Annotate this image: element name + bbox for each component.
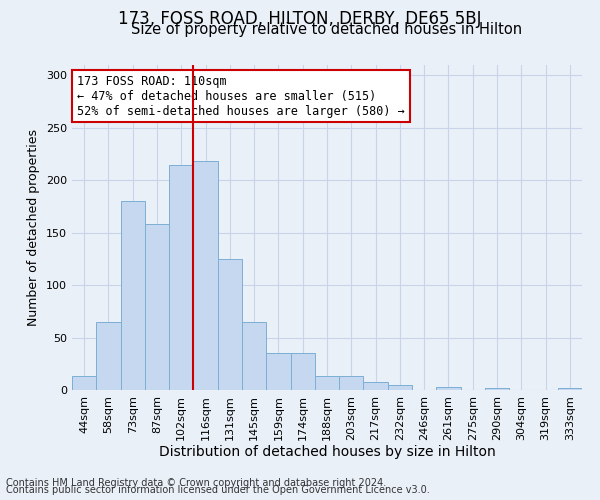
Bar <box>339 376 364 390</box>
Text: Contains public sector information licensed under the Open Government Licence v3: Contains public sector information licen… <box>6 485 430 495</box>
Bar <box>558 388 582 390</box>
Bar <box>388 385 412 390</box>
Y-axis label: Number of detached properties: Number of detached properties <box>28 129 40 326</box>
Bar <box>364 382 388 390</box>
Bar <box>436 387 461 390</box>
Bar <box>169 164 193 390</box>
Bar <box>485 388 509 390</box>
Bar <box>315 376 339 390</box>
X-axis label: Distribution of detached houses by size in Hilton: Distribution of detached houses by size … <box>158 446 496 460</box>
Bar <box>218 259 242 390</box>
Bar <box>242 322 266 390</box>
Bar <box>266 354 290 390</box>
Bar <box>121 202 145 390</box>
Text: 173, FOSS ROAD, HILTON, DERBY, DE65 5BJ: 173, FOSS ROAD, HILTON, DERBY, DE65 5BJ <box>118 10 482 28</box>
Bar <box>193 162 218 390</box>
Text: 173 FOSS ROAD: 110sqm
← 47% of detached houses are smaller (515)
52% of semi-det: 173 FOSS ROAD: 110sqm ← 47% of detached … <box>77 74 405 118</box>
Bar <box>145 224 169 390</box>
Bar <box>96 322 121 390</box>
Text: Contains HM Land Registry data © Crown copyright and database right 2024.: Contains HM Land Registry data © Crown c… <box>6 478 386 488</box>
Bar <box>290 354 315 390</box>
Bar <box>72 376 96 390</box>
Title: Size of property relative to detached houses in Hilton: Size of property relative to detached ho… <box>131 22 523 38</box>
